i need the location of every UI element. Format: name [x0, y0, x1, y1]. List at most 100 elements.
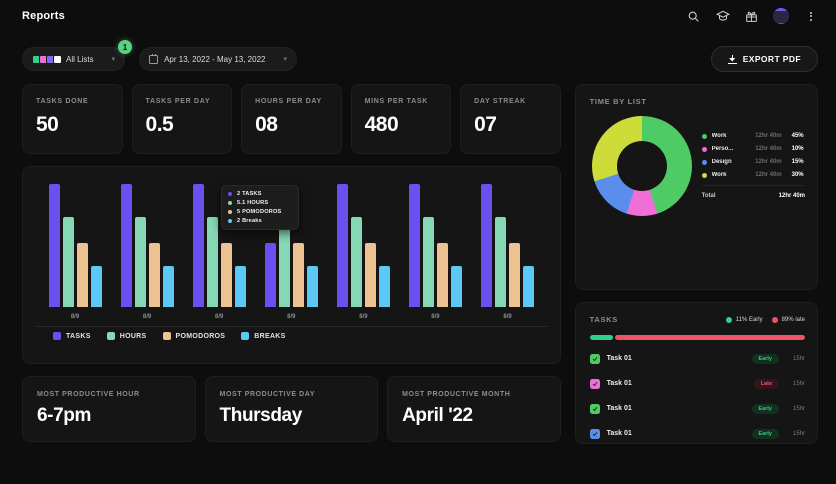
bar-hours[interactable]	[134, 217, 146, 307]
bar-hours[interactable]	[63, 217, 74, 307]
bar-hours[interactable]	[350, 217, 362, 307]
task-status-badge: Late	[753, 378, 779, 389]
donut-legend-time: 12hr 40m	[755, 159, 782, 165]
progress-segment	[589, 335, 614, 340]
bar-pomodoros[interactable]	[436, 243, 448, 307]
calendar-icon	[149, 53, 159, 64]
bar-hours[interactable]	[494, 217, 506, 307]
list-filter-dropdown[interactable]: All Lists ▾	[22, 47, 126, 71]
tasks-title: TASKS	[589, 315, 618, 324]
bar-tasks[interactable]	[480, 184, 492, 307]
x-axis-tick: 8/9	[431, 314, 440, 320]
legend-swatch	[162, 332, 171, 340]
bar-pomodoros[interactable]	[77, 243, 88, 307]
export-pdf-button[interactable]: EXPORT PDF	[710, 46, 818, 72]
task-name: Task 01	[606, 380, 632, 387]
bar-breaks[interactable]	[306, 266, 318, 307]
legend-label: TASKS	[66, 332, 91, 340]
productivity-label: MOST PRODUCTIVE DAY	[219, 391, 316, 398]
x-axis-labels: 8/9 8/9 8/9 8/9 8/9 8/9 8/9	[35, 314, 548, 320]
tasks-key-group: 11% Early 89% late	[725, 316, 805, 323]
bar-breaks[interactable]	[522, 266, 534, 307]
task-row[interactable]: Task 01 Late 15hr	[589, 371, 805, 396]
bar-group	[192, 184, 246, 307]
top-bar: Reports	[0, 0, 836, 32]
search-icon[interactable]	[686, 9, 701, 24]
chart-legend: TASKS HOURS POMODOROS BREAKS	[35, 320, 548, 340]
stat-card: HOURS PER DAY 08	[241, 84, 342, 154]
task-checkbox-icon[interactable]	[589, 378, 600, 389]
stat-label: HOURS PER DAY	[255, 98, 322, 105]
bar-pomodoros[interactable]	[508, 243, 520, 307]
tooltip-row: 2 TASKS	[228, 191, 292, 197]
task-checkbox-icon[interactable]	[589, 353, 600, 364]
bar-pomodoros[interactable]	[220, 243, 232, 307]
task-checkbox-icon[interactable]	[589, 428, 600, 439]
bar-breaks[interactable]	[378, 266, 390, 307]
bar-breaks[interactable]	[162, 266, 174, 307]
graduation-cap-icon[interactable]	[715, 9, 730, 24]
legend-label: POMODOROS	[175, 332, 226, 340]
donut-legend-time: 12hr 40m	[755, 146, 782, 152]
bar-pomodoros[interactable]	[292, 243, 304, 307]
bar-tasks[interactable]	[192, 184, 204, 307]
bar-breaks[interactable]	[91, 266, 102, 307]
bar-hours[interactable]	[206, 217, 218, 307]
bar-group	[120, 184, 174, 307]
tooltip-label: 2 TASKS	[237, 191, 262, 197]
legend-swatch	[241, 332, 250, 340]
task-name: Task 01	[606, 355, 632, 362]
productivity-label: MOST PRODUCTIVE MONTH	[402, 391, 511, 398]
bar-breaks[interactable]	[234, 266, 246, 307]
tasks-key-dot	[771, 316, 778, 323]
tasks-list: Task 01 Early 15hr Task 01 Late 15hr Tas…	[589, 346, 805, 446]
legend-item: HOURS	[106, 332, 147, 340]
bar-tasks[interactable]	[49, 184, 60, 307]
donut-legend-dot	[701, 133, 707, 139]
top-icon-group	[686, 8, 824, 24]
task-row[interactable]: Task 01 Early 15hr	[589, 396, 805, 421]
bar-breaks[interactable]	[450, 266, 462, 307]
avatar[interactable]	[773, 8, 789, 24]
stat-value: 480	[364, 113, 399, 136]
productivity-card: MOST PRODUCTIVE HOUR 6-7pm	[22, 376, 196, 442]
tooltip-row: 5 POMODOROS	[228, 209, 292, 215]
task-name: Task 01	[606, 430, 632, 437]
time-by-list-title: TIME BY LIST	[589, 97, 647, 106]
bar-group	[49, 184, 102, 307]
donut-legend-dot	[701, 172, 707, 178]
legend-item: POMODOROS	[162, 332, 226, 340]
date-range-dropdown[interactable]: Apr 13, 2022 - May 13, 2022 ▾	[139, 47, 297, 71]
task-row[interactable]: Task 01 Early 15hr	[589, 421, 805, 446]
tooltip-label: 5.1 HOURS	[237, 200, 269, 206]
gift-icon[interactable]	[744, 9, 759, 24]
tooltip-row: 5.1 HOURS	[228, 200, 292, 206]
tasks-key: 89% late	[771, 316, 805, 323]
tasks-key-label: 11% Early	[735, 316, 763, 323]
bar-tasks[interactable]	[336, 184, 348, 307]
activity-bar-chart-card: 8/9 8/9 8/9 8/9 8/9 8/9 8/9 TASKS HOURS POMODO…	[22, 166, 561, 364]
stat-value: 08	[255, 113, 278, 136]
tooltip-label: 2 Breaks	[237, 218, 262, 224]
donut-legend-pct: 30%	[791, 172, 804, 178]
bar-tasks[interactable]	[264, 243, 276, 307]
bar-chart-plot	[35, 179, 548, 307]
kebab-menu-icon[interactable]	[803, 9, 818, 24]
stat-label: DAY STREAK	[474, 98, 526, 105]
bar-tasks[interactable]	[408, 184, 420, 307]
task-hours: 15hr	[792, 405, 805, 412]
bar-hours[interactable]	[278, 207, 290, 307]
list-filter-badge: 1	[118, 40, 132, 54]
bar-tasks[interactable]	[120, 184, 132, 307]
bar-hours[interactable]	[422, 217, 434, 307]
bar-group	[480, 184, 534, 307]
task-row[interactable]: Task 01 Early 15hr	[589, 346, 805, 371]
donut-chart	[591, 116, 692, 216]
bar-pomodoros[interactable]	[364, 243, 376, 307]
productivity-label: MOST PRODUCTIVE HOUR	[37, 391, 140, 398]
tasks-key-label: 89% late	[781, 316, 805, 323]
download-icon	[727, 54, 737, 64]
bar-pomodoros[interactable]	[148, 243, 160, 307]
task-checkbox-icon[interactable]	[589, 403, 600, 414]
